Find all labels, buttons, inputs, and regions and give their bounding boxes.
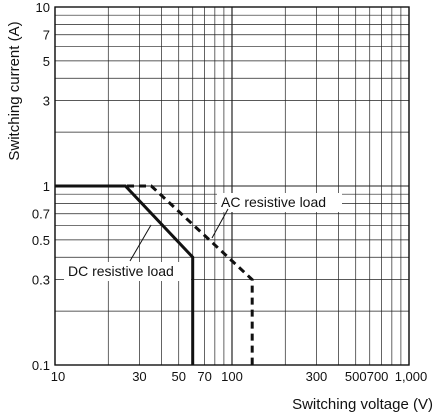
x-tick-label: 100 — [221, 369, 243, 384]
y-axis-title: Switching current (A) — [6, 21, 23, 160]
x-tick-label: 70 — [197, 369, 211, 384]
series-line-ac — [55, 184, 254, 365]
annotation-dc-leader — [129, 224, 152, 262]
series-layer — [55, 184, 254, 365]
x-tick-label: 300 — [306, 369, 328, 384]
y-tick-label: 0.7 — [32, 207, 50, 222]
annotations: AC resistive load DC resistive load — [64, 193, 342, 281]
y-tick-label: 0.3 — [32, 273, 50, 288]
x-tick-label: 1,000 — [395, 369, 428, 384]
y-tick-label: 1 — [43, 179, 50, 194]
y-tick-label: 7 — [43, 28, 50, 43]
y-tick-label: 0.5 — [32, 233, 50, 248]
y-tick-label: 3 — [43, 94, 50, 109]
series-line-dc — [55, 184, 195, 365]
x-tick-labels: 10 30 50 70 100 300 500 700 1,000 — [51, 369, 428, 384]
y-tick-label: 0.1 — [32, 358, 50, 373]
annotation-dc-label: DC resistive load — [68, 263, 174, 279]
x-tick-label: 50 — [171, 369, 185, 384]
x-tick-label: 500 — [345, 369, 367, 384]
y-tick-labels: 0.1 0.3 0.5 0.7 1 3 5 7 10 — [32, 0, 50, 373]
y-tick-label: 5 — [43, 54, 50, 69]
annotation-ac-background — [217, 193, 342, 212]
x-tick-label: 30 — [132, 369, 146, 384]
x-tick-label: 10 — [51, 369, 65, 384]
x-tick-label: 700 — [367, 369, 389, 384]
annotation-ac-label: AC resistive load — [221, 194, 326, 210]
annotation-ac-leader — [211, 208, 229, 239]
y-tick-label: 10 — [36, 0, 50, 15]
annotation-dc-background — [64, 262, 191, 281]
x-axis-title: Switching voltage (V) — [292, 396, 433, 413]
